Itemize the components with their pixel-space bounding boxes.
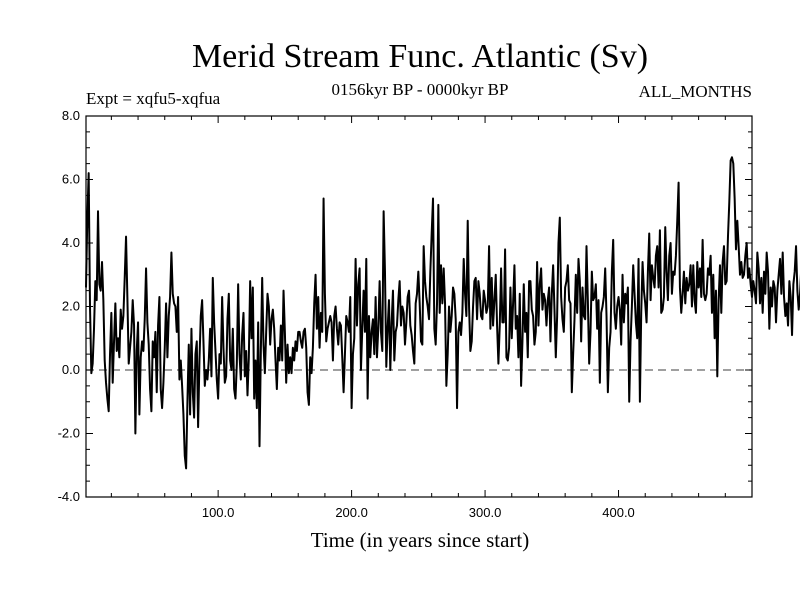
time-range-subtitle: 0156kyr BP - 0000kyr BP <box>331 80 509 99</box>
chart-title: Merid Stream Func. Atlantic (Sv) <box>191 38 649 75</box>
series-line <box>85 156 800 470</box>
experiment-label: Expt = xqfu5-xqfua <box>86 89 221 108</box>
y-tick-label: 8.0 <box>62 108 80 123</box>
x-tick-label: 300.0 <box>469 505 502 520</box>
y-tick-label: 2.0 <box>62 299 80 314</box>
x-tick-label: 400.0 <box>602 505 635 520</box>
y-tick-label: 0.0 <box>62 362 80 377</box>
x-tick-label: 200.0 <box>335 505 368 520</box>
y-tick-label: 4.0 <box>62 235 80 250</box>
y-tick-label: -2.0 <box>58 426 80 441</box>
months-label: ALL_MONTHS <box>638 82 752 101</box>
y-tick-label: 6.0 <box>62 172 80 187</box>
x-axis-label: Time (in years since start) <box>310 528 530 552</box>
y-tick-label: -4.0 <box>58 489 80 504</box>
x-tick-label: 100.0 <box>202 505 235 520</box>
